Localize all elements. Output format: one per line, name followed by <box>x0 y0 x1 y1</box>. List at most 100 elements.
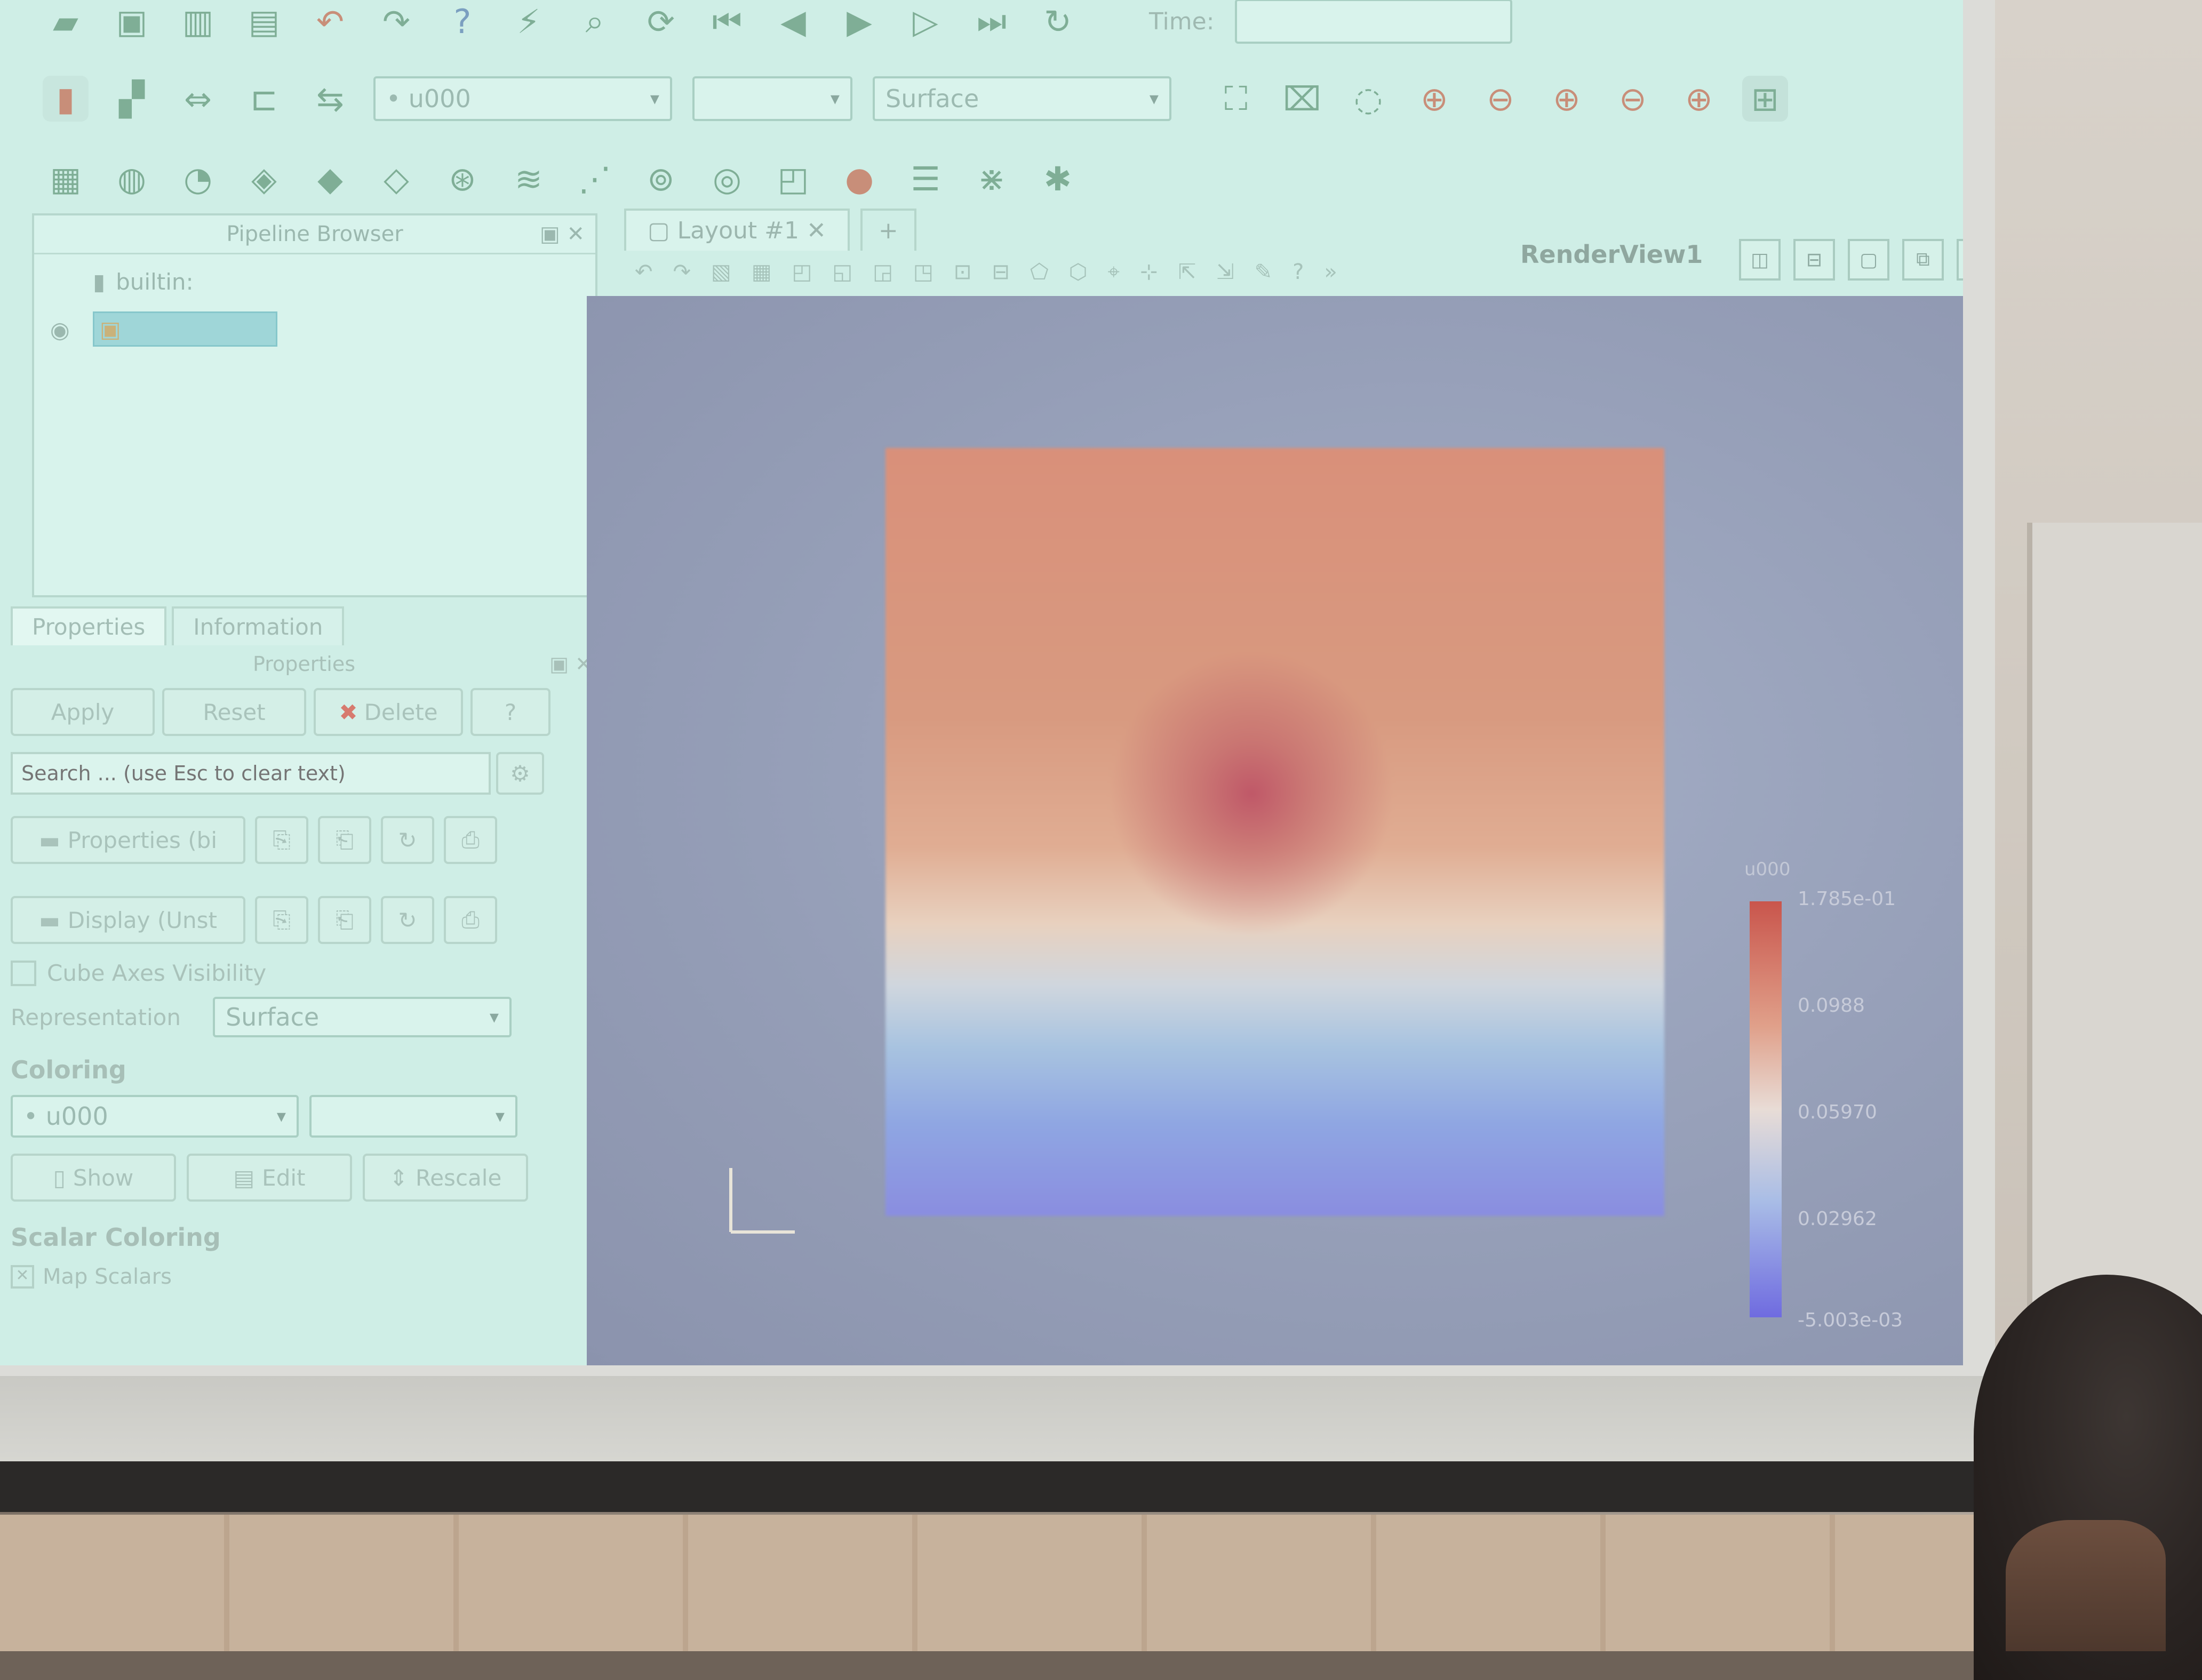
time-input[interactable] <box>1234 0 1512 44</box>
camera-undo-icon[interactable]: ↶ <box>635 260 653 284</box>
coloring-select[interactable]: • u000 ▾ <box>11 1095 299 1138</box>
tab-properties[interactable]: Properties <box>11 606 167 645</box>
select-surface-points-icon[interactable]: ◱ <box>832 260 853 284</box>
maximize-icon[interactable]: ▢ <box>1848 239 1889 281</box>
help-button[interactable]: ? <box>470 688 550 736</box>
hover-cells-icon[interactable]: ⌖ <box>1107 260 1120 284</box>
camera-options-icon[interactable]: ⊞ <box>1742 76 1788 122</box>
select-cells-icon[interactable]: ◰ <box>777 159 809 198</box>
map-scalars-checkbox[interactable]: ✕ <box>11 1265 34 1289</box>
contour-icon[interactable]: ◍ <box>117 159 147 198</box>
cube-axes-checkbox[interactable] <box>11 960 36 986</box>
select-block-icon[interactable]: ◳ <box>913 260 934 284</box>
last-frame-icon[interactable]: ⏭ <box>977 2 1007 41</box>
macro-icon[interactable]: ⟳ <box>647 2 675 41</box>
reset-range-icon[interactable]: ▞ <box>119 79 145 118</box>
loop-icon[interactable]: ↻ <box>1044 2 1072 41</box>
delete-button[interactable]: ✖ Delete <box>314 688 463 736</box>
load-state-icon[interactable]: ▤ <box>248 2 280 41</box>
array-select[interactable]: • u000 ▾ <box>373 76 672 121</box>
extract-level-icon[interactable]: ◎ <box>712 159 742 198</box>
select-points-icon[interactable]: ● <box>844 159 874 198</box>
camera-redo-icon[interactable]: ↷ <box>673 260 691 284</box>
interactive-points-icon[interactable]: ⊟ <box>992 260 1010 284</box>
component-select[interactable]: ▾ <box>692 76 852 121</box>
play-icon[interactable]: ▶ <box>847 2 872 41</box>
grow-selection-icon[interactable]: ⋇ <box>978 159 1006 198</box>
advanced-toggle[interactable]: ⚙ <box>496 752 544 795</box>
rescale-button[interactable]: ⇕ Rescale <box>363 1154 528 1202</box>
split-horizontal-icon[interactable]: ◫ <box>1739 239 1781 281</box>
query-icon[interactable]: ? <box>1293 260 1304 284</box>
undock-icon[interactable]: ⧉ <box>1902 239 1944 281</box>
close-icon[interactable]: ✕ <box>806 217 826 244</box>
save-data-icon[interactable]: ▣ <box>116 2 148 41</box>
paste-icon[interactable]: ⎗ <box>318 896 371 944</box>
more-icon[interactable]: » <box>1324 260 1337 284</box>
capture-icon[interactable]: ▦ <box>751 260 772 284</box>
reload-icon[interactable]: ↻ <box>381 816 434 864</box>
extract-subset-icon[interactable]: ◇ <box>384 159 409 198</box>
view-plus-x-icon[interactable]: ⊕ <box>1421 79 1448 118</box>
dock-buttons[interactable]: ▣ ✕ <box>539 222 585 246</box>
zoom-icon[interactable]: ⌕ <box>585 2 604 41</box>
view-minus-y-icon[interactable]: ⊖ <box>1619 79 1647 118</box>
copy-icon[interactable]: ⎘ <box>255 816 308 864</box>
coloring-component-select[interactable]: ▾ <box>309 1095 517 1138</box>
copy-icon[interactable]: ⎘ <box>255 896 308 944</box>
stream-tracer-icon[interactable]: ≋ <box>515 159 542 198</box>
view-plus-y-icon[interactable]: ⊕ <box>1553 79 1581 118</box>
warp-icon[interactable]: ⋰ <box>578 159 611 198</box>
color-map-editor-icon[interactable]: ▮ <box>43 76 89 122</box>
search-input[interactable] <box>11 752 491 795</box>
connect-icon[interactable]: ⚡ <box>517 2 540 41</box>
properties-section-toggle[interactable]: ▬ Properties (bi <box>11 816 245 864</box>
eye-icon[interactable]: ◉ <box>50 317 70 343</box>
polygon-points-icon[interactable]: ⬡ <box>1068 260 1088 284</box>
help-icon[interactable]: ? <box>453 2 472 41</box>
redo-icon[interactable]: ↷ <box>382 2 410 41</box>
custom-range-icon[interactable]: ⇔ <box>184 79 212 118</box>
threshold-icon[interactable]: ◆ <box>317 159 343 198</box>
dock-buttons[interactable]: ▣ ✕ <box>549 652 592 676</box>
view-minus-x-icon[interactable]: ⊖ <box>1487 79 1514 118</box>
add-layout-tab[interactable]: + <box>860 209 916 251</box>
split-vertical-icon[interactable]: ⊟ <box>1793 239 1835 281</box>
representation-field[interactable]: Surface ▾ <box>212 997 512 1037</box>
reset-button[interactable]: Reset <box>162 688 306 736</box>
glyph-icon[interactable]: ⊛ <box>449 159 476 198</box>
select-surface-cells-icon[interactable]: ◰ <box>792 260 812 284</box>
interactive-select-icon[interactable]: ☰ <box>911 159 940 198</box>
open-icon[interactable]: ▰ <box>53 2 78 41</box>
reload-icon[interactable]: ↻ <box>381 896 434 944</box>
tab-layout-1[interactable]: ▢ Layout #1 ✕ <box>624 209 850 251</box>
rescale-visible-icon[interactable]: ⊏ <box>250 79 278 118</box>
next-frame-icon[interactable]: ▷ <box>913 2 938 41</box>
zoom-to-data-icon[interactable]: ⌧ <box>1283 79 1321 118</box>
hover-points-icon[interactable]: ⊹ <box>1140 260 1158 284</box>
close-view-icon[interactable]: ✕ <box>1957 239 1963 281</box>
clear-selection-icon[interactable]: ✱ <box>1044 159 1072 198</box>
interactive-cells-icon[interactable]: ⊡ <box>953 260 972 284</box>
toggle-2d-icon[interactable]: ▧ <box>711 260 731 284</box>
clear-icon[interactable]: ✎ <box>1254 260 1273 284</box>
slice-icon[interactable]: ◈ <box>251 159 277 198</box>
show-button[interactable]: ▯ Show <box>11 1154 176 1202</box>
interaction-mode-icon[interactable]: ◌ <box>1353 79 1383 118</box>
tab-information[interactable]: Information <box>172 606 345 645</box>
polygon-cells-icon[interactable]: ⬠ <box>1030 260 1049 284</box>
representation-select[interactable]: Surface ▾ <box>873 76 1171 121</box>
tree-item-builtin[interactable]: ▮ builtin: <box>93 269 194 295</box>
rescale-time-icon[interactable]: ⇆ <box>316 79 344 118</box>
tree-item-selected[interactable]: ▣ <box>93 311 277 347</box>
first-frame-icon[interactable]: ⏮ <box>712 2 742 41</box>
paste-icon[interactable]: ⎗ <box>318 816 371 864</box>
save-default-icon[interactable]: ⎙ <box>444 816 497 864</box>
view-plus-z-icon[interactable]: ⊕ <box>1685 79 1713 118</box>
edit-button[interactable]: ▤ Edit <box>187 1154 352 1202</box>
display-section-toggle[interactable]: ▬ Display (Unst <box>11 896 245 944</box>
calculator-icon[interactable]: ▦ <box>50 159 82 198</box>
grow-icon[interactable]: ⇱ <box>1178 260 1196 284</box>
previous-frame-icon[interactable]: ◀ <box>780 2 806 41</box>
reset-camera-icon[interactable]: ⛶ <box>1224 79 1248 118</box>
